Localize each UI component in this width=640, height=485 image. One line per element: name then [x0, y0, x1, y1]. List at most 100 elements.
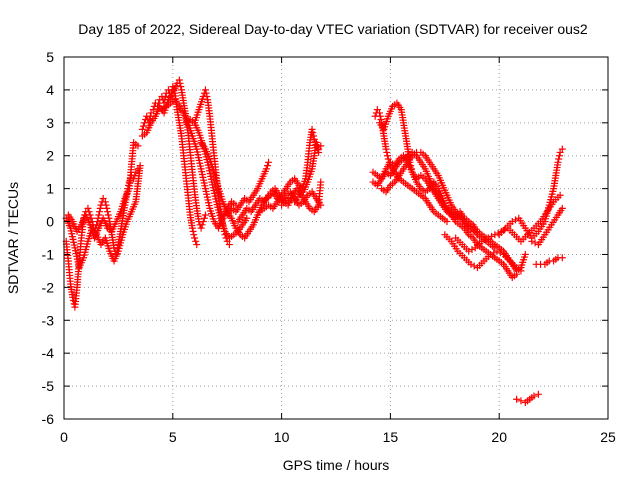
chart-title: Day 185 of 2022, Sidereal Day-to-day VTE…	[78, 21, 588, 37]
data-point	[287, 196, 295, 204]
data-point	[176, 79, 184, 87]
data-point	[310, 132, 318, 140]
axis-ticks: 0 5 10 15 20 25 -6 -5 -4 -3 -2 -1 0 1 2 3 4 5	[42, 49, 616, 445]
grid	[64, 57, 608, 419]
data-point	[508, 218, 516, 226]
series-trace-2	[62, 162, 144, 272]
data-point	[263, 162, 271, 170]
data-point	[315, 148, 323, 156]
data-point	[103, 204, 111, 212]
series-trace-20	[441, 231, 525, 275]
data-point	[478, 237, 486, 245]
y-tick-label: -4	[42, 345, 55, 361]
data-point	[481, 236, 489, 244]
series-trace-9	[197, 139, 275, 242]
y-tick-label: -5	[42, 378, 55, 394]
data-point	[95, 211, 103, 219]
data-point	[555, 152, 563, 160]
data-point	[465, 247, 473, 255]
data-point	[193, 241, 201, 249]
data-point	[496, 249, 504, 257]
data-point	[490, 249, 498, 257]
data-point	[203, 92, 211, 100]
series-trace-10	[223, 158, 273, 219]
series-trace-22	[495, 145, 566, 242]
data-point	[517, 397, 525, 405]
data-point	[486, 250, 494, 258]
data-point	[175, 76, 183, 84]
data-point	[139, 122, 147, 130]
data-point	[243, 214, 251, 222]
data-point	[383, 152, 391, 160]
data-point	[382, 145, 390, 153]
data-point	[467, 260, 475, 268]
data-point	[317, 178, 325, 186]
data-point	[87, 214, 95, 222]
data-point	[376, 109, 384, 117]
x-tick-label: 10	[274, 429, 290, 445]
data-point	[556, 191, 564, 199]
data-point	[493, 247, 501, 255]
series-trace-14	[278, 125, 323, 209]
series-trace-24	[532, 254, 566, 268]
plot-frame	[63, 56, 609, 420]
data-point	[468, 246, 476, 254]
data-point	[308, 125, 316, 133]
series-trace-19	[378, 148, 499, 252]
data-point	[265, 158, 273, 166]
series-trace-6	[158, 96, 240, 232]
series-trace-3	[64, 139, 142, 242]
data-point	[376, 112, 384, 120]
data-point	[102, 201, 110, 209]
data-point	[221, 231, 229, 239]
data-point	[93, 218, 101, 226]
data-point	[69, 293, 77, 301]
data-point	[558, 254, 566, 262]
data-point	[189, 227, 197, 235]
data-point	[177, 83, 185, 91]
data-point	[191, 234, 199, 242]
data-point	[534, 390, 542, 398]
data-point	[96, 208, 104, 216]
y-tick-label: 0	[46, 214, 54, 230]
data-point	[192, 237, 200, 245]
data-point	[317, 142, 325, 150]
data-point	[134, 142, 142, 150]
data-point	[517, 267, 525, 275]
data-point	[383, 148, 391, 156]
data-point	[197, 224, 205, 232]
data-point	[188, 224, 196, 232]
data-point	[513, 395, 521, 403]
data-point	[104, 208, 112, 216]
data-point	[201, 211, 209, 219]
data-point	[104, 211, 112, 219]
data-point	[198, 221, 206, 229]
data-point	[84, 204, 92, 212]
data-point	[199, 218, 207, 226]
data-point	[136, 162, 144, 170]
data-point	[101, 198, 109, 206]
data-point	[138, 125, 146, 133]
data-point	[488, 232, 496, 240]
series-trace-25	[513, 390, 542, 407]
y-tick-label: -2	[42, 279, 55, 295]
data-point	[528, 237, 536, 245]
data-point	[225, 241, 233, 249]
data-point	[219, 221, 227, 229]
series-trace-23	[528, 204, 566, 249]
x-tick-label: 0	[60, 429, 68, 445]
data-point	[530, 392, 538, 400]
data-point	[85, 208, 93, 216]
data-point	[521, 250, 529, 258]
y-tick-label: 5	[46, 49, 54, 65]
x-axis-label: GPS time / hours	[283, 457, 390, 473]
y-tick-label: -3	[42, 312, 55, 328]
data-point	[284, 195, 292, 203]
data-point	[202, 89, 210, 97]
series-trace-18	[369, 148, 529, 275]
data-point	[96, 204, 104, 212]
data-point	[262, 165, 270, 173]
data-point	[201, 86, 209, 94]
y-tick-label: -1	[42, 246, 55, 262]
